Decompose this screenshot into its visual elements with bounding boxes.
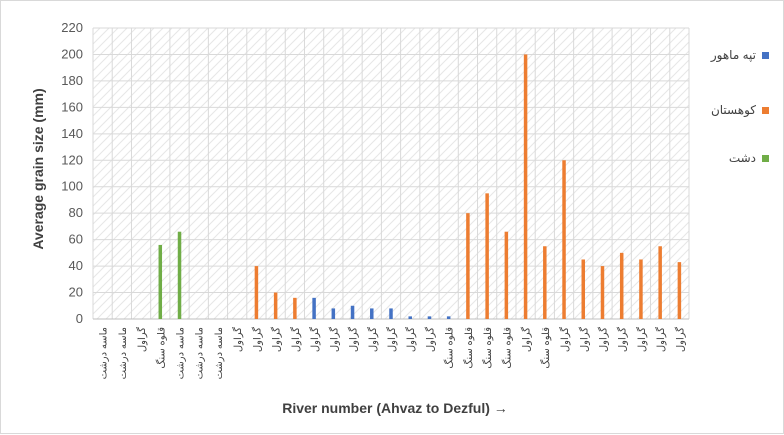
x-tick-label: گراول — [521, 327, 533, 352]
y-tick-label: 200 — [61, 46, 83, 61]
x-tick-label: ماسه درشت — [99, 327, 110, 379]
x-tick-label: گراول — [655, 327, 667, 352]
bar — [158, 244, 163, 319]
x-tick-label: گراول — [405, 327, 417, 352]
plot-area — [93, 28, 689, 319]
bar — [619, 252, 624, 319]
x-tick-label: ماسه درشت — [195, 327, 206, 379]
y-tick-label: 140 — [61, 126, 83, 141]
bar — [562, 160, 566, 319]
bar — [543, 246, 547, 319]
bar — [370, 308, 374, 319]
bar — [639, 259, 643, 319]
y-tick-label: 40 — [69, 258, 83, 273]
bar — [677, 262, 682, 319]
legend-swatch — [762, 52, 769, 59]
x-tick-label: گراول — [386, 327, 398, 352]
bar — [581, 259, 586, 319]
y-tick-label: 120 — [61, 152, 83, 167]
x-tick-label: گراول — [424, 327, 436, 352]
x-tick-label: گراول — [271, 327, 283, 352]
gridlines — [92, 27, 690, 320]
x-axis-title: River number (Ahvaz to Dezful) → — [282, 400, 508, 416]
bar — [389, 308, 393, 319]
bar — [504, 231, 509, 319]
y-tick-label: 100 — [61, 179, 83, 194]
x-tick-label: گراول — [674, 327, 686, 352]
x-tick-label: قلوه سنگ — [444, 327, 456, 369]
x-tick-label: گراول — [328, 327, 340, 352]
bar — [273, 292, 278, 319]
x-tick-label: ماسه درشت — [214, 327, 225, 379]
x-tick-label: گراول — [636, 327, 648, 352]
x-tick-label: گراول — [597, 327, 609, 352]
x-tick-label: قلوه سنگ — [501, 327, 513, 369]
x-tick-label: گراول — [617, 327, 629, 352]
y-tick-label: 80 — [69, 205, 83, 220]
y-tick-label: 20 — [69, 285, 83, 300]
legend: تپه ماهور کوهستان دشت — [710, 48, 769, 165]
bar — [331, 308, 336, 319]
legend-swatch — [762, 107, 769, 114]
bar — [254, 266, 259, 319]
y-axis-ticks: 0 20 40 60 80 100 120 140 160 180 200 220 — [61, 20, 83, 326]
x-axis-ticks: ماسه درشت ماسه درشت گراول قلوه سنگ ماسه درشت… — [99, 327, 687, 380]
y-axis-title: Average grain size (mm) — [30, 88, 46, 249]
y-tick-label: 180 — [61, 73, 83, 88]
x-tick-label: ماسه درشت — [176, 327, 187, 379]
bar — [177, 231, 182, 319]
x-tick-label: گراول — [232, 327, 244, 352]
bar — [293, 297, 297, 319]
x-tick-label: گراول — [251, 327, 263, 352]
y-tick-label: 160 — [61, 99, 83, 114]
bar — [658, 246, 662, 319]
bar — [350, 305, 355, 319]
y-tick-label: 60 — [69, 232, 83, 247]
x-tick-label: گراول — [290, 327, 302, 352]
bars — [158, 54, 682, 320]
x-tick-label: گراول — [559, 327, 571, 352]
bar — [485, 193, 489, 319]
legend-label: دشت — [729, 151, 756, 165]
x-tick-label: گراول — [136, 327, 148, 352]
bar — [427, 316, 432, 319]
x-tick-label: گراول — [367, 327, 379, 352]
x-tick-label: ماسه درشت — [118, 327, 129, 379]
bar — [312, 297, 316, 319]
legend-swatch — [762, 155, 769, 162]
bar — [446, 316, 451, 319]
x-tick-label: قلوه سنگ — [482, 327, 494, 369]
y-tick-label: 220 — [61, 20, 83, 35]
y-tick-label: 0 — [76, 311, 83, 326]
x-tick-label: گراول — [309, 327, 321, 352]
bar — [600, 266, 605, 319]
bar — [466, 213, 470, 319]
x-tick-label: گراول — [578, 327, 590, 352]
x-tick-label: قلوه سنگ — [155, 327, 167, 369]
x-tick-label: قلوه سنگ — [463, 327, 475, 369]
x-tick-label: گراول — [348, 327, 360, 352]
x-tick-label: قلوه سنگ — [540, 327, 552, 369]
bar — [523, 54, 528, 320]
legend-label: تپه ماهور — [710, 48, 756, 63]
plot-background — [93, 28, 689, 319]
legend-label: کوهستان — [711, 103, 756, 118]
bar — [408, 316, 412, 319]
